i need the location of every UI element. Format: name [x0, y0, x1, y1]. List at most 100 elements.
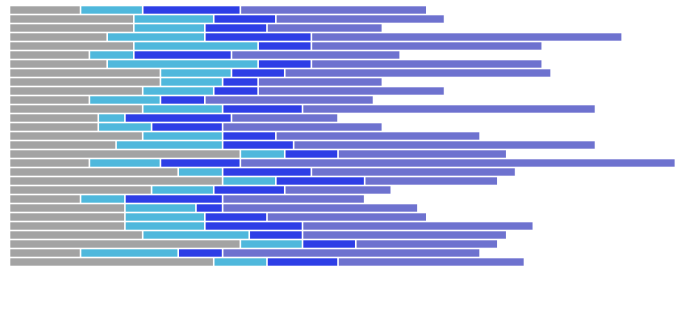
bar-segment-row21-s4	[284, 185, 392, 195]
bar-segment-row28-s1	[9, 248, 81, 258]
bar-segment-row20-s3	[276, 176, 365, 186]
bar-segment-row25-s1	[9, 221, 125, 231]
bar-segment-row17-s3	[284, 149, 338, 159]
bar-segment-row10-s2	[142, 86, 214, 96]
bar-segment-row26-s3	[249, 230, 303, 240]
bar-segment-row26-s2	[142, 230, 250, 240]
bar-segment-row26-s4	[302, 230, 507, 240]
bar-segment-row18-s2	[89, 158, 161, 168]
bar-segment-row24-s1	[9, 212, 125, 222]
bar-segment-row14-s2	[98, 122, 152, 132]
bar-segment-row9-s1	[9, 77, 161, 87]
bar-segment-row8-s1	[9, 68, 161, 78]
bar-segment-row1-s4	[240, 5, 427, 15]
bar-segment-row16-s1	[9, 140, 116, 150]
bar-segment-row2-s2	[134, 14, 214, 24]
bar-segment-row19-s2	[178, 167, 223, 177]
bar-segment-row1-s3	[142, 5, 241, 15]
bar-segment-row6-s1	[9, 50, 90, 60]
bar-segment-row28-s4	[222, 248, 480, 258]
bar-segment-row16-s4	[293, 140, 596, 150]
bar-segment-row28-s3	[178, 248, 223, 258]
bar-segment-row24-s4	[267, 212, 427, 222]
bar-segment-row29-s2	[213, 257, 267, 267]
bar-segment-row22-s1	[9, 194, 81, 204]
bar-segment-row29-s3	[267, 257, 338, 267]
bar-segment-row20-s2	[222, 176, 276, 186]
bar-segment-row7-s1	[9, 59, 107, 69]
bar-segment-row29-s1	[9, 257, 214, 267]
bar-segment-row10-s1	[9, 86, 143, 96]
bar-segment-row15-s4	[276, 131, 480, 141]
bar-segment-row7-s2	[107, 59, 258, 69]
bar-segment-row13-s3	[125, 113, 232, 123]
bar-segment-row23-s1	[9, 203, 125, 213]
bar-segment-row6-s2	[89, 50, 134, 60]
bar-segment-row15-s1	[9, 131, 143, 141]
bar-segment-row4-s2	[107, 32, 205, 42]
bar-segment-row5-s2	[134, 41, 258, 51]
bar-segment-row12-s3	[222, 104, 303, 114]
bar-segment-row11-s3	[160, 95, 205, 105]
bar-segment-row5-s4	[311, 41, 543, 51]
bar-segment-row12-s2	[142, 104, 223, 114]
bar-segment-row25-s4	[302, 221, 534, 231]
bar-segment-row15-s2	[142, 131, 223, 141]
bar-segment-row5-s3	[258, 41, 312, 51]
bar-segment-row14-s3	[151, 122, 223, 132]
bar-segment-row25-s3	[205, 221, 303, 231]
bar-segment-row16-s2	[116, 140, 223, 150]
bar-segment-row2-s1	[9, 14, 134, 24]
bar-segment-row2-s3	[213, 14, 276, 24]
bar-segment-row27-s3	[302, 239, 356, 249]
bar-segment-row6-s3	[134, 50, 232, 60]
bar-segment-row26-s1	[9, 230, 143, 240]
bar-segment-row9-s3	[222, 77, 258, 87]
bar-segment-row9-s4	[258, 77, 383, 87]
bar-segment-row25-s2	[125, 221, 205, 231]
bar-segment-row18-s4	[240, 158, 676, 168]
bar-segment-row1-s2	[80, 5, 143, 15]
bar-segment-row1-s1	[9, 5, 81, 15]
bar-segment-row13-s4	[231, 113, 338, 123]
bar-segment-row19-s3	[222, 167, 312, 177]
bars-group	[9, 5, 676, 267]
bar-segment-row4-s1	[9, 32, 107, 42]
bar-segment-row13-s2	[98, 113, 125, 123]
bar-segment-row11-s1	[9, 95, 90, 105]
bar-segment-row23-s2	[125, 203, 196, 213]
bar-segment-row21-s2	[151, 185, 214, 195]
bar-segment-row8-s4	[284, 68, 551, 78]
bar-segment-row29-s4	[338, 257, 525, 267]
bar-segment-row19-s4	[311, 167, 516, 177]
bar-segment-row3-s2	[134, 23, 205, 33]
bar-segment-row27-s1	[9, 239, 241, 249]
bar-segment-row27-s2	[240, 239, 303, 249]
bar-segment-row27-s4	[355, 239, 498, 249]
bar-segment-row6-s4	[231, 50, 400, 60]
bar-segment-row22-s2	[80, 194, 125, 204]
bar-segment-row10-s4	[258, 86, 445, 96]
bar-segment-row7-s4	[311, 59, 543, 69]
bar-segment-row28-s2	[80, 248, 178, 258]
bar-segment-row13-s1	[9, 113, 99, 123]
bar-segment-row14-s4	[222, 122, 383, 132]
bar-segment-row2-s4	[276, 14, 445, 24]
bar-segment-row23-s4	[222, 203, 418, 213]
bar-segment-row12-s4	[302, 104, 596, 114]
bar-segment-row18-s1	[9, 158, 90, 168]
bar-segment-row21-s1	[9, 185, 152, 195]
bar-segment-row11-s2	[89, 95, 161, 105]
bar-segment-row12-s1	[9, 104, 143, 114]
bar-segment-row15-s3	[222, 131, 276, 141]
bar-segment-row9-s2	[160, 77, 223, 87]
bar-segment-row17-s2	[240, 149, 285, 159]
bar-segment-row5-s1	[9, 41, 134, 51]
bar-segment-row11-s4	[205, 95, 374, 105]
bar-segment-row8-s2	[160, 68, 232, 78]
bar-segment-row3-s4	[267, 23, 383, 33]
bar-segment-row24-s3	[205, 212, 267, 222]
bar-segment-row4-s3	[205, 32, 312, 42]
bar-segment-row7-s3	[258, 59, 312, 69]
